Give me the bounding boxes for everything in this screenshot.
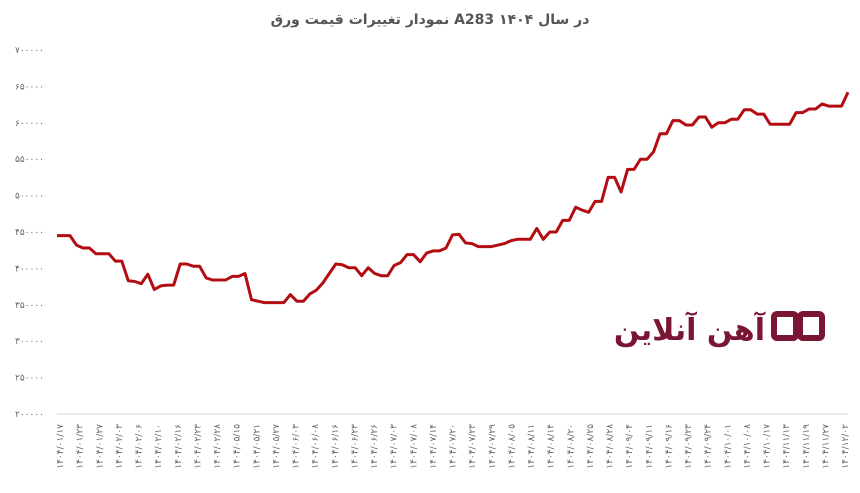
x-tick-label: ۱۴۰۴/۰۲/۱۰ [154,424,164,469]
y-tick-label: ۴۰۰۰۰۰ [15,264,44,274]
watermark-text: آهن آنلاین [614,311,766,348]
x-tick-label: ۱۴۰۴/۰۸/۲۸ [606,424,616,469]
y-tick-label: ۷۰۰۰۰۰ [15,46,44,56]
x-tick-label: ۱۴۰۴/۱۲/۰۲ [841,424,851,469]
price-series-line [57,91,850,305]
x-tick-label: ۱۴۰۴/۰۱/۲۳ [76,424,86,469]
x-tick-label: ۱۴۰۴/۰۷/۲۳ [468,424,478,469]
x-tick-label: ۱۴۰۴/۰۸/۲۵ [586,424,596,469]
x-tick-label: ۱۴۰۴/۰۷/۲۰ [449,424,459,469]
x-tick-label: ۱۴۰۴/۰۱/۲۷ [95,424,105,469]
x-tick-label: ۱۴۰۴/۰۲/۱۶ [174,424,184,469]
x-tick-label: ۱۴۰۴/۱۰/۱۷ [763,424,773,469]
x-tick-label: ۱۴۰۴/۱۱/۱۹ [802,424,812,469]
x-tick-label: ۱۴۰۴/۰۸/۱۴ [547,424,557,469]
x-tick-label: ۱۴۰۴/۰۹/۱۱ [645,424,655,469]
x-tick-label: ۱۴۰۴/۰۶/۰۳ [292,424,302,469]
x-tick-label: ۱۴۰۴/۰۹/۰۴ [625,424,635,469]
x-axis: ۱۴۰۴/۰۱/۱۷ ۱۴۰۴/۰۱/۲۳ ۱۴۰۴/۰۱/۲۷ ۱۴۰۴/۰۲/۰۳… [56,424,851,469]
y-tick-label: ۳۰۰۰۰۰ [15,337,44,347]
y-tick-label: ۳۵۰۰۰۰ [15,301,44,311]
x-tick-label: ۱۴۰۴/۰۲/۲۳ [193,424,203,469]
x-tick-label: ۱۴۰۴/۰۷/۰۳ [390,424,400,469]
watermark-logo: آهن آنلاین [614,311,825,348]
y-tick-label: ۲۵۰۰۰۰ [15,374,44,384]
x-tick-label: ۱۴۰۴/۰۲/۰۳ [115,424,125,469]
y-tick-label: ۲۰۰۰۰۰ [15,410,44,420]
x-tick-label: ۱۴۰۴/۰۷/۱۴ [429,424,439,469]
x-tick-label: ۱۴۰۴/۰۲/۰۶ [135,424,145,469]
x-tick-label: ۱۴۰۴/۰۹/۱۶ [664,424,674,469]
x-tick-label: ۱۴۰۴/۱۱/۲۷ [821,424,831,469]
x-tick-label: ۱۴۰۴/۰۱/۱۷ [56,424,66,469]
x-tick-label: ۱۴۰۴/۰۹/۲۴ [704,424,714,469]
x-tick-label: ۱۴۰۴/۰۶/۱۶ [331,424,341,469]
x-tick-label: ۱۴۰۴/۱۰/۰۸ [743,424,753,469]
ahan-online-logo-icon [771,311,825,341]
x-tick-label: ۱۴۰۴/۰۷/۲۹ [488,424,498,469]
y-tick-label: ۵۰۰۰۰۰ [15,192,44,202]
x-tick-label: ۱۴۰۴/۰۵/۲۷ [272,424,282,469]
chart-title: نمودار تغییرات قیمت ورق A283 در سال ۱۴۰۴ [271,12,590,28]
y-axis: ۲۰۰۰۰۰ ۲۵۰۰۰۰ ۳۰۰۰۰۰ ۳۵۰۰۰۰ ۴۰۰۰۰۰ ۴۵۰۰۰۰ ۵۰۰۰… [15,46,44,420]
x-tick-label: ۱۴۰۴/۱۱/۱۳ [782,424,792,469]
y-tick-label: ۶۵۰۰۰۰ [15,82,44,92]
x-tick-label: ۱۴۰۴/۰۵/۲۱ [252,424,262,469]
y-tick-label: ۵۵۰۰۰۰ [15,155,44,165]
x-tick-label: ۱۴۰۴/۱۰/۰۱ [723,424,733,469]
x-tick-label: ۱۴۰۴/۰۶/۲۳ [350,424,360,469]
x-tick-label: ۱۴۰۴/۰۶/۲۶ [370,424,380,469]
y-tick-label: ۴۵۰۰۰۰ [15,228,44,238]
x-tick-label: ۱۴۰۴/۰۲/۲۸ [213,424,223,469]
x-tick-label: ۱۴۰۴/۰۸/۰۵ [507,424,517,469]
x-tick-label: ۱۴۰۴/۰۸/۱۱ [527,424,537,469]
x-tick-label: ۱۴۰۴/۰۹/۲۳ [684,424,694,469]
y-tick-label: ۶۰۰۰۰۰ [15,119,44,129]
x-tick-label: ۱۴۰۴/۰۵/۱۵ [233,424,243,469]
x-tick-label: ۱۴۰۴/۰۸/۲۰ [566,424,576,469]
x-tick-label: ۱۴۰۴/۰۷/۰۸ [409,424,419,469]
x-tick-label: ۱۴۰۴/۰۶/۰۸ [311,424,321,469]
